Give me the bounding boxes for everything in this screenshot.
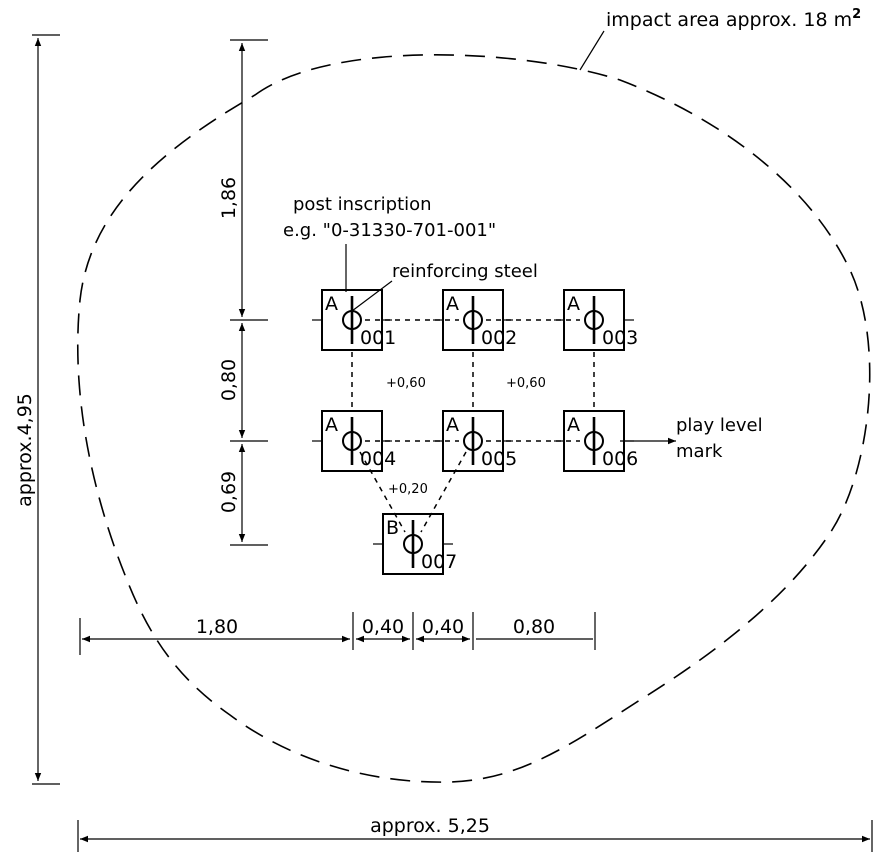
post-type-label: A [567,414,580,436]
post-004: A 004 [312,410,396,472]
overall-width-label: approx. 5,25 [370,815,490,837]
post-circle [584,310,604,330]
post-type-label: A [567,293,580,315]
overall-height-label: approx.4,95 [14,393,36,507]
post-003: A 003 [554,289,638,351]
play-level-mark-label: mark [676,441,723,462]
reinforcing-steel-leader [351,280,393,312]
post-circle [463,310,483,330]
overall-height-dimension: approx.4,95 [14,34,60,785]
dim-h-4: 0,80 [513,616,555,638]
reinforcing-steel-label: reinforcing steel [392,261,538,282]
post-001: A 001 [312,289,396,351]
post-type-label: A [446,414,459,436]
post-type-label: A [325,293,338,315]
post-number-label: 004 [360,448,396,470]
level-top-right: +0,60 [506,376,546,391]
overall-width-dimension: approx. 5,25 [77,815,873,852]
vertical-dimension-chain: 1,86 0,80 0,69 [218,39,268,546]
post-number-label: 002 [481,327,517,349]
post-type-label: B [386,517,399,539]
post-circle [463,431,483,451]
post-number-label: 005 [481,448,517,470]
dim-h-1: 1,80 [196,616,238,638]
post-inscription-example: e.g. "0-31330-701-001" [283,220,496,241]
post-007: B 007 [373,513,457,575]
post-type-label: A [446,293,459,315]
post-circle [584,431,604,451]
post-002: A 002 [433,289,517,351]
post-inscription-label: post inscription [293,194,432,215]
impact-area-leader [579,30,605,71]
dim-v-2: 0,80 [218,359,240,401]
dim-h-2: 0,40 [362,616,404,638]
post-number-label: 001 [360,327,396,349]
impact-area-outline [77,54,871,783]
play-level-label: play level [676,415,763,436]
dim-h-3: 0,40 [422,616,464,638]
level-top-left: +0,60 [386,376,426,391]
post-circle [403,534,423,554]
dim-v-1: 1,86 [218,177,240,219]
post-circle [342,431,362,451]
post-005: A 005 [433,410,517,472]
post-type-label: A [325,414,338,436]
posts: A 001 A 002 A 003 A 004 A 005 A 006 B 007 [312,289,638,575]
post-number-label: 003 [602,327,638,349]
dim-v-3: 0,69 [218,471,240,513]
horizontal-dimension-chain: 1,80 0,40 0,40 0,80 [79,612,596,655]
level-bottom: +0,20 [388,482,428,497]
post-number-label: 007 [421,551,457,573]
post-number-label: 006 [602,448,638,470]
impact-area-label: impact area approx. 18 m2 [606,7,861,31]
